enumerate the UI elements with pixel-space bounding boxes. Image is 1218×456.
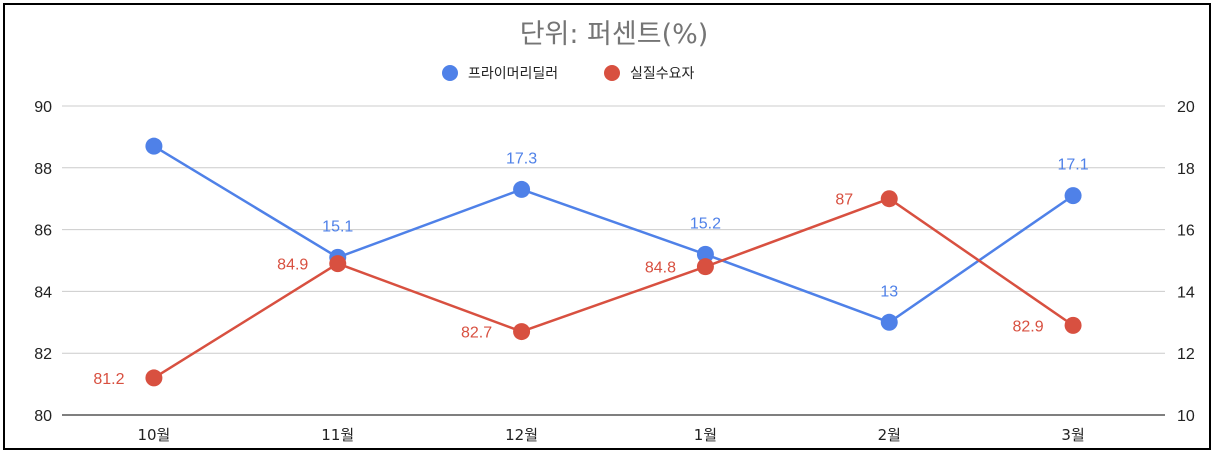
data-label: 84.9 bbox=[277, 257, 308, 274]
x-tick-label: 2월 bbox=[878, 426, 901, 444]
left-tick-label: 90 bbox=[34, 99, 52, 116]
right-tick-label: 12 bbox=[1177, 346, 1195, 363]
legend: 프라이머리딜러 실질수요자 bbox=[442, 65, 695, 82]
right-tick-label: 10 bbox=[1177, 408, 1195, 425]
data-point bbox=[145, 137, 163, 155]
gridlines bbox=[62, 105, 1165, 416]
x-tick-label: 12월 bbox=[505, 426, 538, 444]
data-label: 81.2 bbox=[93, 371, 124, 388]
data-point bbox=[513, 323, 531, 341]
data-label: 17.3 bbox=[506, 150, 537, 167]
data-label: 82.9 bbox=[1013, 318, 1044, 335]
x-tick-label: 11월 bbox=[321, 426, 354, 444]
x-tick-label: 10월 bbox=[137, 426, 170, 444]
data-label: 15.2 bbox=[690, 215, 721, 232]
data-point bbox=[696, 258, 714, 276]
x-tick-label: 3월 bbox=[1061, 426, 1084, 444]
legend-label: 실질수요자 bbox=[630, 66, 695, 82]
legend-marker bbox=[604, 65, 620, 81]
data-point bbox=[513, 180, 531, 198]
left-tick-label: 88 bbox=[34, 161, 52, 178]
data-point bbox=[145, 369, 163, 387]
data-point bbox=[880, 190, 898, 208]
data-point bbox=[696, 245, 714, 263]
right-tick-label: 14 bbox=[1177, 284, 1195, 301]
data-label: 82.7 bbox=[461, 325, 492, 342]
legend-marker bbox=[442, 65, 458, 81]
data-label: 13 bbox=[880, 283, 898, 300]
data-point bbox=[1064, 187, 1082, 205]
data-point bbox=[880, 313, 898, 331]
series-line bbox=[153, 145, 1074, 324]
x-axis-ticks: 10월 11월 12월 1월 2월 3월 bbox=[137, 426, 1084, 444]
data-label: 84.8 bbox=[645, 260, 676, 277]
series-layer: 15.1 17.3 15.2 13 17.1 81.2 84.9 82.7 84.8 87 82.9 bbox=[93, 137, 1089, 388]
right-axis-ticks: 10 12 14 16 18 20 bbox=[1177, 99, 1195, 425]
x-tick-label: 1월 bbox=[694, 426, 717, 444]
left-tick-label: 86 bbox=[34, 223, 52, 240]
data-label: 15.1 bbox=[322, 218, 353, 235]
right-tick-label: 18 bbox=[1177, 161, 1195, 178]
left-tick-label: 82 bbox=[34, 346, 52, 363]
left-axis-ticks: 80 82 84 86 88 90 bbox=[34, 99, 52, 425]
series-line bbox=[153, 197, 1074, 379]
data-point bbox=[329, 255, 347, 273]
left-tick-label: 80 bbox=[34, 408, 52, 425]
left-tick-label: 84 bbox=[34, 284, 52, 301]
right-tick-label: 20 bbox=[1177, 99, 1195, 116]
data-point bbox=[1064, 316, 1082, 334]
data-label: 87 bbox=[835, 192, 853, 209]
chart-title: 단위: 퍼센트(%) bbox=[520, 19, 709, 50]
legend-label: 프라이머리딜러 bbox=[468, 66, 558, 82]
data-label: 17.1 bbox=[1058, 157, 1089, 174]
right-tick-label: 16 bbox=[1177, 223, 1195, 240]
